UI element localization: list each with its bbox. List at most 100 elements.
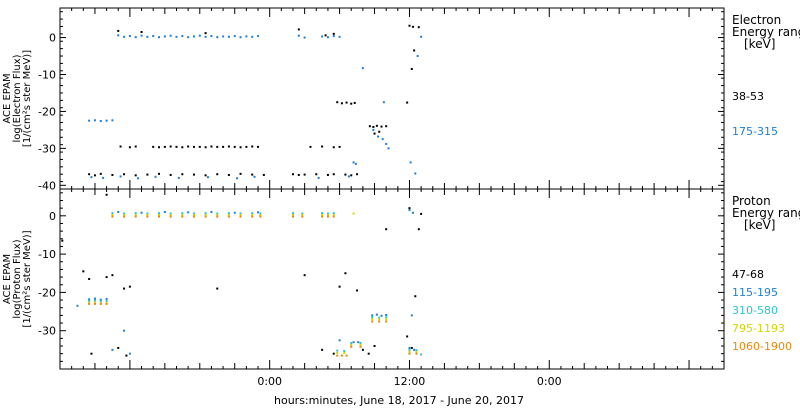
data-point <box>381 138 384 141</box>
data-point <box>236 177 239 180</box>
data-point <box>372 128 375 131</box>
data-point <box>163 210 166 213</box>
data-point <box>158 146 161 149</box>
data-point <box>321 212 324 215</box>
data-point <box>385 314 388 316</box>
data-point <box>332 173 335 176</box>
data-point <box>181 35 184 38</box>
data-point <box>123 329 126 332</box>
data-point <box>105 301 108 304</box>
data-point <box>105 299 108 302</box>
data-point <box>382 101 385 104</box>
data-point <box>291 215 294 218</box>
data-point <box>134 174 137 177</box>
data-point <box>411 25 414 28</box>
data-point <box>354 162 357 165</box>
data-point <box>257 211 260 214</box>
data-point <box>134 214 137 217</box>
data-point <box>239 214 242 217</box>
data-point <box>216 212 219 215</box>
data-point <box>380 314 383 317</box>
data-point <box>204 174 207 177</box>
data-point <box>336 349 339 352</box>
data-point <box>297 173 300 176</box>
data-point <box>408 209 411 212</box>
data-point <box>227 173 230 176</box>
data-point <box>154 175 157 178</box>
data-point <box>128 35 131 38</box>
x-axis-title: hours:minutes, June 18, 2017 - June 20, … <box>274 394 524 407</box>
data-point <box>259 215 262 218</box>
proton-legend-entry: 310-580 <box>732 304 778 317</box>
proton-ytick-label: -20 <box>38 286 56 299</box>
data-point <box>417 26 420 29</box>
data-point <box>169 145 172 148</box>
data-point <box>105 276 108 279</box>
data-point <box>210 145 213 148</box>
data-point <box>192 212 195 215</box>
data-point <box>93 302 96 305</box>
data-point <box>344 272 347 275</box>
data-point <box>88 119 91 122</box>
data-point <box>408 352 411 355</box>
data-point <box>181 212 184 215</box>
data-point <box>326 214 329 217</box>
data-point <box>321 35 324 38</box>
electron-series-175-315 <box>88 34 423 180</box>
data-point <box>111 119 114 122</box>
data-point <box>326 212 329 215</box>
data-point <box>192 214 195 217</box>
data-point <box>187 36 190 39</box>
data-point <box>378 130 381 133</box>
data-point <box>344 173 347 176</box>
data-point <box>123 35 126 38</box>
electron-legend-title: Energy range <box>732 25 800 39</box>
data-point <box>169 212 172 215</box>
data-point <box>169 173 172 176</box>
data-point <box>82 270 85 273</box>
data-point <box>239 212 242 215</box>
data-point <box>332 352 335 355</box>
data-point <box>146 212 149 215</box>
data-point <box>245 35 248 38</box>
data-point <box>227 145 230 148</box>
data-point <box>233 211 236 214</box>
data-point <box>119 145 122 148</box>
data-point <box>198 145 201 148</box>
data-point <box>111 212 114 215</box>
data-point <box>408 346 411 349</box>
data-point <box>158 212 161 215</box>
data-point <box>99 172 102 175</box>
data-point <box>187 211 190 214</box>
data-point <box>117 34 120 37</box>
data-point <box>117 346 120 349</box>
data-point <box>359 345 362 348</box>
data-point <box>187 145 190 148</box>
data-point <box>88 299 91 302</box>
data-point <box>332 212 335 215</box>
proton-ylabel-line: ACE EPAM <box>2 254 13 304</box>
data-point <box>301 214 304 217</box>
data-point <box>181 173 184 176</box>
data-point <box>177 176 180 179</box>
data-point <box>210 35 213 38</box>
data-point <box>332 214 335 217</box>
x-tick-label: 0:00 <box>257 375 282 388</box>
data-point <box>321 214 324 217</box>
data-point <box>227 214 230 217</box>
data-point <box>76 304 79 307</box>
electron-ytick-label: -20 <box>38 105 56 118</box>
data-point <box>163 145 166 148</box>
data-point <box>93 299 96 302</box>
data-point <box>140 31 143 34</box>
data-point <box>204 215 207 218</box>
electron-ylabel-line: ACE EPAM <box>2 73 13 123</box>
data-point <box>204 212 207 215</box>
data-point <box>158 172 161 175</box>
data-point <box>352 341 355 344</box>
data-point <box>99 302 102 305</box>
data-point <box>158 36 161 39</box>
data-point <box>102 176 105 179</box>
data-point <box>291 173 294 176</box>
